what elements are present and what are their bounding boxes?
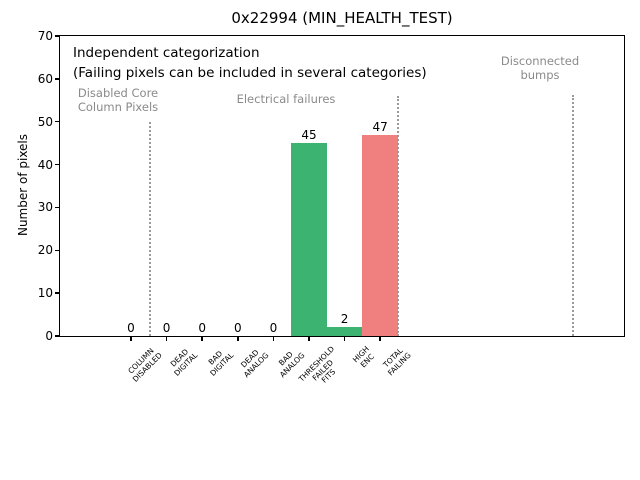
annotation-independent-categorization: Independent categorization [73, 45, 260, 61]
bar-value-label: 0 [162, 321, 171, 335]
section-divider [571, 95, 574, 336]
x-tick-label: HIGH ENC [351, 344, 376, 370]
chart-title: 0x22994 (MIN_HEALTH_TEST) [231, 9, 453, 27]
x-tick-label: TOTAL FAILING [381, 346, 413, 378]
bar-value-label: 0 [127, 321, 135, 335]
section-label: Disabled Core Column Pixels [77, 86, 159, 114]
bar-value-label: 0 [233, 321, 242, 335]
y-axis-label: Number of pixels [16, 133, 30, 237]
y-tick-mark [54, 78, 60, 80]
x-tick-label: BAD DIGITAL [206, 348, 235, 378]
bar-high [326, 327, 363, 336]
y-tick-mark [54, 335, 60, 337]
bar-threshold [291, 143, 327, 336]
y-tick-label: 50 [37, 114, 53, 129]
x-tick-label: COLUMN DISABLED [126, 346, 164, 384]
y-tick-mark [54, 35, 60, 37]
section-label: Electrical failures [236, 92, 336, 106]
plot-area [59, 35, 625, 337]
section-label: Disconnected bumps [500, 54, 580, 82]
y-tick-mark [54, 292, 60, 294]
section-divider [396, 96, 399, 336]
y-tick-label: 40 [37, 157, 53, 172]
x-tick-mark [165, 336, 168, 341]
x-tick-label: THRESHOLD FAILED FITS [296, 344, 337, 385]
y-tick-label: 30 [37, 200, 53, 215]
y-tick-mark [54, 163, 60, 166]
bar-value-label: 2 [340, 312, 349, 327]
x-tick-mark [308, 336, 310, 341]
x-tick-label: DEAD ANALOG [239, 347, 271, 379]
section-divider [148, 122, 151, 336]
y-tick-mark [54, 206, 60, 209]
x-tick-mark [379, 336, 381, 341]
bar-value-label: 0 [198, 321, 207, 335]
y-tick-mark [54, 249, 60, 252]
bar-total [362, 134, 398, 336]
bar-value-label: 0 [269, 321, 278, 335]
x-tick-mark [237, 336, 239, 341]
x-tick-label: DEAD DIGITAL [168, 347, 200, 378]
y-tick-label: 70 [37, 29, 53, 43]
x-tick-mark [130, 336, 132, 341]
y-tick-label: 10 [37, 286, 53, 301]
x-tick-mark [201, 336, 203, 341]
annotation-failing-pixels-note: (Failing pixels can be included in sever… [73, 65, 427, 81]
y-tick-label: 20 [37, 243, 53, 258]
x-tick-mark [343, 336, 346, 341]
y-tick-mark [54, 120, 60, 123]
y-tick-label: 60 [37, 71, 53, 86]
bar-value-label: 47 [372, 119, 388, 134]
bar-value-label: 45 [301, 128, 317, 143]
y-tick-label: 0 [45, 329, 53, 343]
x-tick-mark [272, 336, 275, 341]
